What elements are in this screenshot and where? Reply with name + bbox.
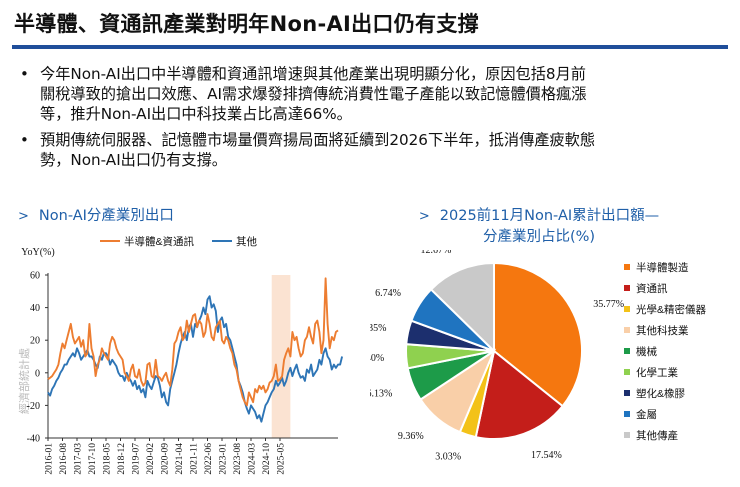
x-tick-label: 2018-05	[103, 443, 113, 475]
pie-data-label: 4.40%	[370, 353, 384, 364]
legend-swatch	[624, 369, 630, 375]
legend-swatch	[624, 264, 630, 270]
bullet-line: 等，推升Non-AI出口中科技業占比高達66%。	[40, 105, 352, 123]
pie-slice	[493, 261, 583, 408]
pie-data-label: 4.35%	[370, 323, 387, 334]
y-tick-label: 60	[30, 271, 40, 282]
y-tick-label: 20	[30, 336, 40, 347]
x-tick-label: 2021-11	[190, 443, 200, 475]
legend-label: 機械	[636, 345, 657, 358]
right-chart-heading: >2025前11月Non-AI累計出口額— 分產業別占比(%)	[418, 208, 660, 245]
legend-label: 光學&精密儀器	[636, 303, 707, 316]
bullet-item: • 預期傳統伺服器、記憶體市場量價齊揚局面將延續到2026下半年，抵消傳產疲軟態…	[12, 130, 736, 170]
legend-label: 其他傳產	[636, 429, 678, 442]
legend-label: 其他	[236, 235, 257, 248]
y-tick-label: 40	[30, 303, 40, 314]
pie-slice	[474, 349, 565, 440]
pie-data-label: 3.03%	[435, 452, 461, 463]
triangle-bullet-icon: >	[418, 209, 430, 224]
pie-data-label: 9.36%	[398, 431, 424, 442]
pie-data-label: 6.13%	[370, 389, 392, 400]
y-tick-label: 0	[35, 368, 40, 379]
x-tick-label: 2020-02	[146, 443, 156, 475]
x-tick-label: 2025-05	[277, 443, 287, 475]
bullet-line: 勢，Non-AI出口仍有支撐。	[40, 151, 227, 169]
legend-label: 其他科技業	[636, 324, 689, 337]
x-tick-label: 2017-03	[74, 443, 84, 475]
y-tick-label: -20	[27, 401, 40, 412]
pie-data-label: 12.67%	[421, 250, 452, 256]
y-tick-label: -40	[27, 434, 40, 445]
title-underline	[12, 45, 728, 49]
x-tick-label: 2016-08	[59, 443, 69, 475]
pie-slice	[429, 261, 495, 354]
bullet-dot: •	[20, 65, 29, 83]
bullet-item: • 今年Non-AI出口中半導體和資通訊增速與其他產業出現明顯分化，原因包括8月…	[12, 64, 736, 124]
legend-swatch	[624, 411, 630, 417]
legend-swatch	[624, 327, 630, 333]
bullet-line: 預期傳統伺服器、記憶體市場量價齊揚局面將延續到2026下半年，抵消傳產疲軟態	[40, 131, 596, 149]
x-tick-label: 2022-06	[204, 443, 214, 475]
legend-swatch	[624, 348, 630, 354]
bullet-dot: •	[20, 131, 29, 149]
page-title: 半導體、資通訊產業對明年Non-AI出口仍有支撐	[14, 12, 479, 36]
pie-data-label: 6.74%	[375, 288, 401, 299]
x-tick-label: 2020-09	[161, 443, 171, 475]
x-tick-label: 2016-01	[45, 443, 55, 475]
legend-swatch	[624, 306, 630, 312]
x-tick-label: 2019-07	[132, 443, 142, 475]
bullet-line: 今年Non-AI出口中半導體和資通訊增速與其他產業出現明顯分化，原因包括8月前	[40, 65, 586, 83]
pie-data-label: 35.77%	[593, 299, 624, 310]
x-tick-label: 2023-01	[219, 443, 229, 475]
triangle-bullet-icon: >	[18, 209, 29, 224]
legend-label: 塑化&橡膠	[636, 387, 686, 400]
y-axis-label: YoY(%)	[21, 247, 54, 258]
bullet-line: 關稅導致的搶出口效應、AI需求爆發排擠傳統消費性電子產能以致記憶體價格瘋漲	[40, 85, 587, 103]
x-tick-label: 2023-08	[233, 443, 243, 475]
bullet-list: • 今年Non-AI出口中半導體和資通訊增速與其他產業出現明顯分化，原因包括8月…	[12, 64, 736, 176]
legend-label: 資通訊	[636, 282, 668, 295]
pie-data-label: 17.54%	[531, 450, 562, 461]
series-line	[47, 277, 339, 407]
left-chart-heading: > Non-AI分產業別出口	[18, 208, 174, 224]
x-tick-label: 2024-10	[262, 443, 272, 475]
legend-swatch	[624, 285, 630, 291]
x-tick-label: 2018-12	[117, 443, 127, 475]
x-tick-label: 2021-04	[175, 443, 185, 475]
watermark: 經濟部統計處	[17, 348, 31, 414]
x-tick-label: 2017-10	[88, 443, 98, 475]
highlight-band	[271, 275, 291, 438]
x-tick-label: 2024-03	[248, 443, 258, 475]
legend-swatch	[624, 432, 630, 438]
pie-chart: 35.77% 17.54% 3.03% 9.36% 6.13% 4.40% 4.35% 6.7…	[370, 250, 707, 463]
legend-label: 半導體製造	[636, 261, 689, 274]
legend-swatch	[624, 390, 630, 396]
legend-label: 半導體&資通訊	[124, 235, 195, 248]
legend-label: 金屬	[636, 408, 657, 421]
legend-label: 化學工業	[636, 366, 678, 379]
line-chart: 經濟部統計處 YoY(%) 60 40 20 0 -20 -40 2016-01 2016-08…	[17, 235, 344, 475]
